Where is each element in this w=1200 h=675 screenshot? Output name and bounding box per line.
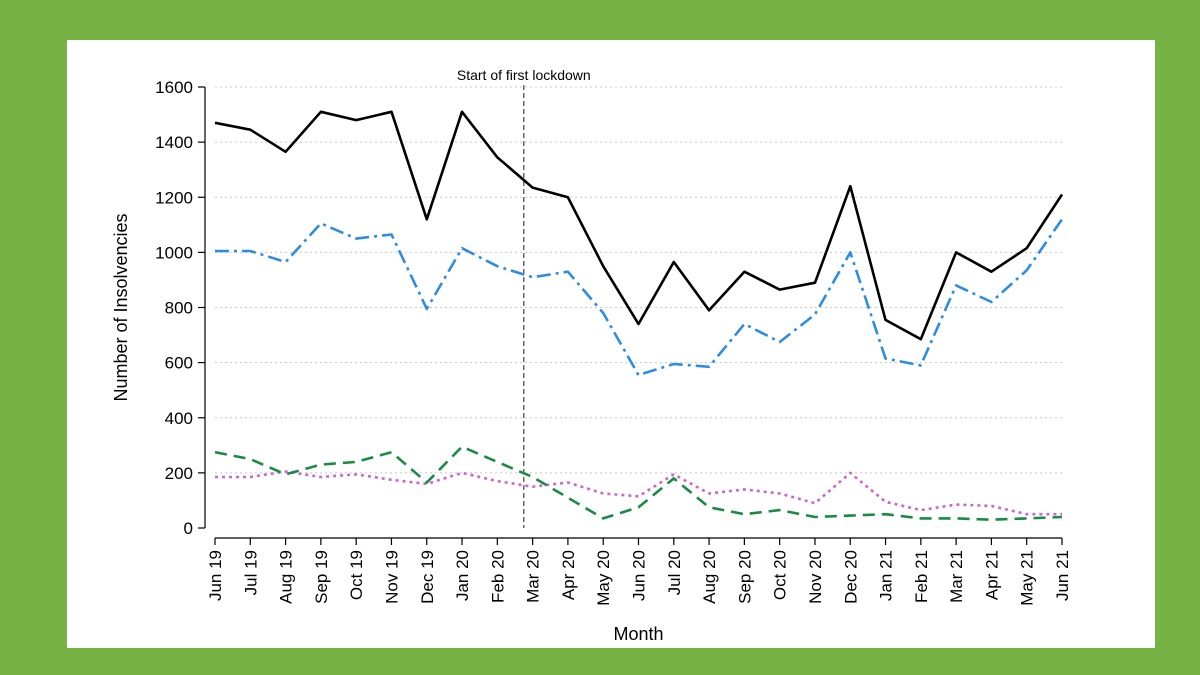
- series-line-2: [215, 218, 1064, 377]
- series-lines: [214, 110, 1064, 521]
- x-tick-label: Jan 20: [453, 550, 472, 601]
- x-tick-label: Dec 19: [418, 550, 437, 604]
- y-tick-label: 800: [165, 299, 193, 318]
- x-axis-title: Month: [613, 624, 663, 644]
- x-tick-label: May 21: [1018, 550, 1037, 606]
- x-tick-label: Jul 20: [665, 550, 684, 595]
- series-line-1: [214, 110, 1064, 341]
- x-tick-label: Apr 21: [982, 550, 1001, 600]
- x-tick-label: Sep 20: [735, 550, 754, 604]
- x-tick-label: Mar 21: [947, 550, 966, 603]
- y-tick-label: 1600: [155, 78, 193, 97]
- x-tick-label: Sep 19: [312, 550, 331, 604]
- x-tick-label: Nov 19: [382, 550, 401, 604]
- y-tick-label: 1400: [155, 133, 193, 152]
- x-tick-label: Oct 19: [347, 550, 366, 600]
- y-tick-label: 200: [165, 464, 193, 483]
- series-line-4: [214, 445, 1063, 521]
- x-tick-label: Jun 21: [1053, 550, 1072, 601]
- x-tick-label: Feb 20: [488, 550, 507, 603]
- y-tick-label: 1200: [155, 188, 193, 207]
- line-chart: 0 200 400 600 800 1000 1200 1400 1600 Jun 19 Jul …: [111, 67, 1072, 644]
- x-tick-label: Jan 21: [877, 550, 896, 601]
- x-tick-label: Oct 20: [771, 550, 790, 600]
- lockdown-annotation: Start of first lockdown: [457, 67, 591, 83]
- x-tick-label: Dec 20: [841, 550, 860, 604]
- x-tick-label: May 20: [594, 550, 613, 606]
- gridlines: [215, 86, 1062, 474]
- x-tick-label: Feb 21: [912, 550, 931, 603]
- x-tick-label: Nov 20: [806, 550, 825, 604]
- y-axis: 0 200 400 600 800 1000 1200 1400 1600: [155, 78, 206, 538]
- x-tick-label: Aug 20: [700, 550, 719, 604]
- x-tick-label: Apr 20: [559, 550, 578, 600]
- x-tick-label: Jul 19: [241, 550, 260, 595]
- y-tick-label: 1000: [155, 243, 193, 262]
- chart-panel: 0 200 400 600 800 1000 1200 1400 1600 Jun 19 Jul …: [67, 40, 1155, 648]
- x-tick-label: Mar 20: [524, 550, 543, 603]
- y-tick-label: 400: [165, 409, 193, 428]
- series-line-3: [215, 470, 1062, 516]
- x-axis: Jun 19 Jul 19 Aug 19 Sep 19 Oct 19 Nov 19 Dec …: [206, 537, 1072, 606]
- y-tick-label: 600: [165, 354, 193, 373]
- x-tick-label: Jun 20: [630, 550, 649, 601]
- y-tick-label: 0: [184, 519, 193, 538]
- y-axis-title: Number of Insolvencies: [111, 213, 131, 401]
- x-tick-label: Jun 19: [206, 550, 225, 601]
- lockdown-marker: Start of first lockdown: [457, 67, 591, 528]
- x-tick-label: Aug 19: [277, 550, 296, 604]
